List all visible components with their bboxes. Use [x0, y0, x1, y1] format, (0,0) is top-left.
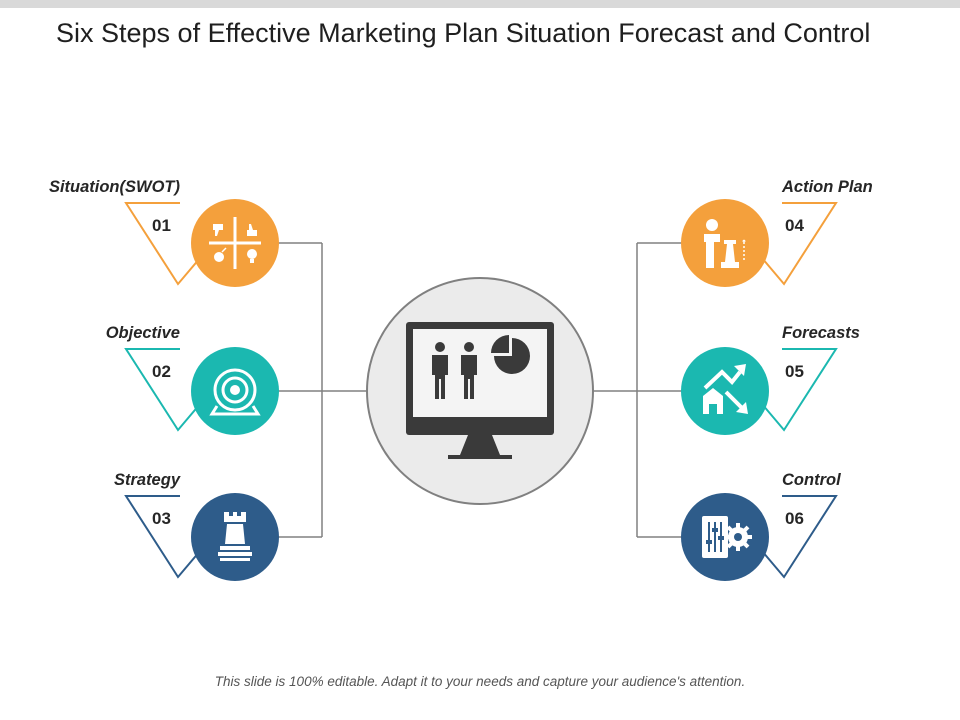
step-3-label: Strategy: [113, 471, 180, 489]
step-2-number: 02: [152, 362, 171, 381]
monitor-presentation-icon: [406, 322, 554, 459]
control-panel-gear-icon: [702, 516, 752, 558]
step-5-number: 05: [785, 362, 804, 381]
step-6-triangle: [761, 495, 838, 579]
step-1-triangle: [124, 202, 201, 286]
footer-note: This slide is 100% editable. Adapt it to…: [214, 674, 746, 689]
businessman-chess-icon: [704, 219, 747, 268]
swot-grid-icon: [209, 217, 261, 269]
step-5-circle: [681, 347, 769, 435]
step-4-number: 04: [785, 216, 804, 235]
step-1-label: Situation(SWOT): [48, 178, 180, 196]
connector-lines: [278, 242, 682, 538]
step-2-label: Objective: [105, 324, 180, 342]
chess-rook-icon: [218, 512, 252, 561]
step-1-number: 01: [152, 216, 171, 235]
slide-title: Six Steps of Effective Marketing Plan Si…: [56, 18, 871, 48]
step-4-label: Action Plan: [782, 178, 873, 196]
step-5-triangle: [761, 348, 838, 432]
top-bar: [0, 0, 960, 8]
step-3-triangle: [124, 495, 201, 579]
step-2-triangle: [124, 348, 201, 432]
step-6-number: 06: [785, 509, 804, 528]
step-6-label: Control: [782, 471, 841, 489]
growth-arrow-icon: [703, 364, 748, 414]
step-3-number: 03: [152, 509, 171, 528]
step-4-triangle: [761, 202, 838, 286]
step-5-label: Forecasts: [782, 324, 860, 342]
target-icon: [209, 368, 261, 416]
